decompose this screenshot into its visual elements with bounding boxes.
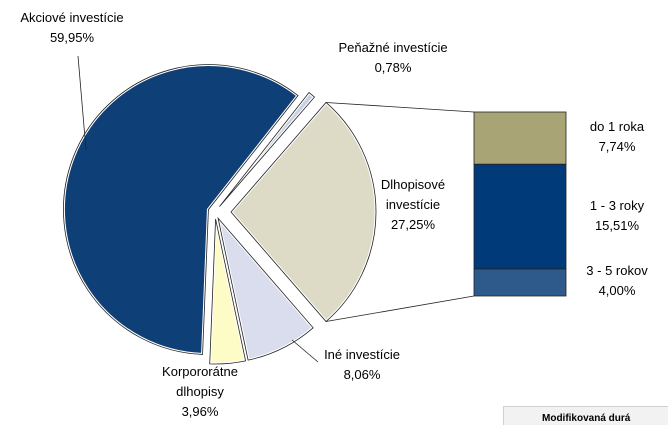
leader-line — [77, 55, 87, 151]
slice-outline — [219, 92, 316, 207]
bar-label: 3 - 5 rokov 4,00% — [562, 261, 668, 301]
connector — [326, 102, 475, 113]
category-label: Peňažné investície — [338, 40, 448, 55]
leader-line — [291, 339, 319, 363]
pie-label: Iné investície 8,06% — [302, 345, 422, 385]
pie-label: Dlhopisové investície 27,25% — [373, 175, 453, 235]
slice-outline — [217, 216, 314, 361]
connector — [325, 295, 475, 322]
slice-outline — [230, 101, 377, 323]
category-label: 1 - 3 roky — [589, 197, 645, 213]
pie-label: Korpororátne dlhopisy 3,96% — [150, 362, 250, 422]
bar-segment — [473, 163, 567, 270]
pie-label: Peňažné investície 0,78% — [313, 38, 473, 78]
value-label: 8,06% — [343, 367, 381, 382]
annotation: Modifikovaná durá — [503, 406, 668, 425]
slice-outline — [63, 64, 299, 355]
value-label: 4,00% — [598, 283, 636, 299]
category-label: Akciové investície — [20, 10, 124, 25]
value-label: 15,51% — [594, 217, 640, 233]
value-label: 27,25% — [390, 217, 436, 232]
bar-segment — [473, 111, 567, 165]
category-label: Korpororátne dlhopisy — [162, 364, 238, 399]
slice-outline — [209, 218, 247, 365]
category-label: Dlhopisové investície — [380, 177, 446, 212]
bar-segment — [473, 268, 567, 297]
bar-label: 1 - 3 roky 15,51% — [562, 196, 668, 236]
value-label: 7,74% — [598, 139, 636, 155]
value-label: 3,96% — [181, 404, 219, 419]
value-label: 59,95% — [49, 30, 95, 45]
pie-label: Akciové investície 59,95% — [0, 8, 152, 48]
category-label: Iné investície — [324, 347, 400, 362]
bar-label: do 1 roka 7,74% — [562, 117, 668, 157]
category-label: do 1 roka — [589, 119, 645, 135]
value-label: 0,78% — [374, 60, 412, 75]
category-label: 3 - 5 rokov — [586, 263, 648, 279]
